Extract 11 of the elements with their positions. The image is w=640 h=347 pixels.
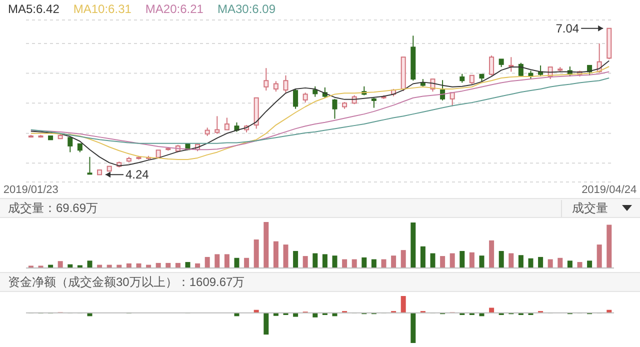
text: MA30:6.09 [217, 2, 276, 16]
text: 成交量 [572, 200, 608, 216]
chart-title: 成交量：69.69万 [8, 200, 98, 216]
chart-title: 资金净额（成交金额30万以上）：1609.67万 [8, 274, 245, 290]
x-tick-label: 2019/04/24 [582, 184, 637, 196]
annotation: 7.04 [556, 21, 580, 36]
text: MA10:6.31 [73, 2, 132, 16]
text: MA20:6.21 [145, 2, 204, 16]
text: MA5:6.42 [8, 2, 60, 16]
x-tick-label: 2019/01/23 [3, 184, 58, 196]
annotation: 4.24 [126, 168, 150, 182]
